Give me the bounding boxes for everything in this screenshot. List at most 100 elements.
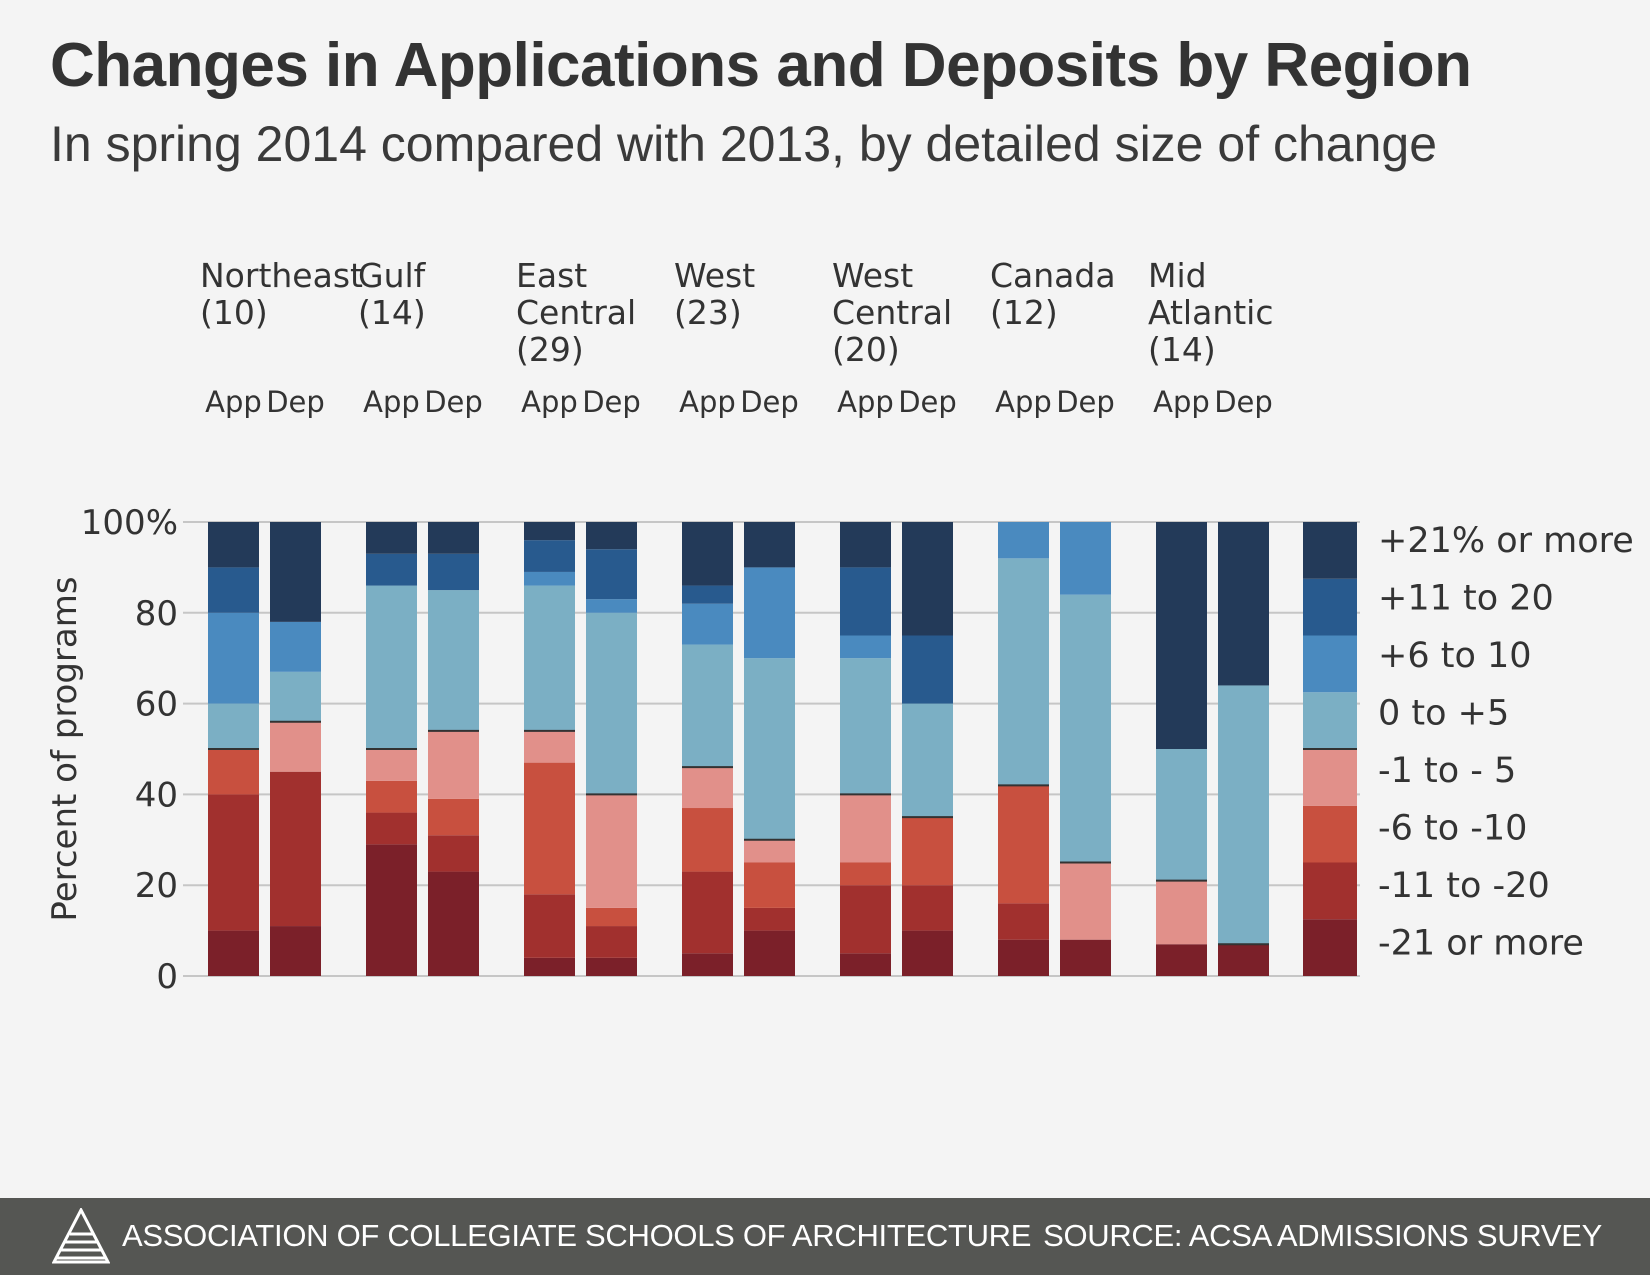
region-label: (12) <box>990 293 1058 332</box>
legend-swatch <box>1303 522 1357 579</box>
legend-swatch <box>1303 635 1357 693</box>
region-label: Gulf <box>358 256 427 295</box>
region-label: Atlantic <box>1148 293 1274 332</box>
region-label: (14) <box>1148 330 1216 369</box>
column-label: Dep <box>424 385 483 419</box>
column-label: App <box>521 385 578 419</box>
footer-source: SOURCE: ACSA ADMISSIONS SURVEY <box>1043 1218 1602 1253</box>
column-label: App <box>679 385 736 419</box>
legend-swatch <box>1303 692 1357 749</box>
bar-segment <box>840 794 891 863</box>
bar-segment <box>682 808 733 872</box>
region-label: Central <box>832 293 952 332</box>
bar-segment <box>586 957 637 976</box>
bar-segment <box>1060 939 1111 976</box>
legend-swatch <box>1303 805 1357 863</box>
bar-segment <box>744 907 795 931</box>
bar-segment <box>366 844 417 976</box>
bar-segment <box>586 794 637 908</box>
bar-segment <box>1156 944 1207 976</box>
bar-segment <box>586 599 637 613</box>
bar-segment <box>840 522 891 568</box>
bar-segment <box>902 930 953 976</box>
bar-segment <box>428 590 479 731</box>
bar-segment <box>586 522 637 550</box>
legend-label: -6 to -10 <box>1378 809 1527 849</box>
bar-segment <box>682 603 733 645</box>
bar-segment <box>366 749 417 781</box>
bar-segment <box>1060 862 1111 940</box>
bar-segment <box>744 522 795 568</box>
region-label: (23) <box>674 293 742 332</box>
y-tick-label: 0 <box>156 957 178 997</box>
bar-segment <box>208 794 259 931</box>
column-label: Dep <box>898 385 957 419</box>
bar-segment <box>902 522 953 636</box>
bar-segment <box>1218 522 1269 686</box>
bar-segment <box>208 703 259 749</box>
bar-segment <box>682 644 733 768</box>
bar-segment <box>744 862 795 908</box>
legend-label: +6 to 10 <box>1378 636 1532 676</box>
region-label: West <box>832 256 913 295</box>
legend-swatch <box>1303 578 1357 636</box>
legend-label: 0 to +5 <box>1378 694 1509 734</box>
bar-segment <box>524 894 575 958</box>
bar-segment <box>428 835 479 872</box>
bar-segment <box>682 585 733 604</box>
bar-segment <box>270 621 321 672</box>
bar-segment <box>1218 944 1269 976</box>
bar-segment <box>1060 522 1111 595</box>
page-title: Changes in Applications and Deposits by … <box>50 31 1472 100</box>
bar-segment <box>428 553 479 591</box>
bar-segment <box>208 749 259 795</box>
bar-segment <box>208 567 259 613</box>
region-label: West <box>674 256 755 295</box>
bar-segment <box>208 612 259 704</box>
y-tick-label: 60 <box>135 685 178 725</box>
bar-segment <box>366 522 417 554</box>
stacked-bar-chart: 0 20 40 60 80 100% Percent of programs Northeas… <box>45 256 1634 997</box>
bar-segment <box>428 798 479 836</box>
bar-segment <box>1218 685 1269 945</box>
column-label: Dep <box>582 385 641 419</box>
column-label: App <box>837 385 894 419</box>
bar-segment <box>208 522 259 568</box>
legend-label: -21 or more <box>1378 924 1584 964</box>
bar-segment <box>524 522 575 541</box>
bar-segment <box>840 885 891 954</box>
bar-segment <box>586 612 637 795</box>
bar-segment <box>366 780 417 813</box>
bar-segment <box>270 671 321 722</box>
bar-segment <box>366 553 417 586</box>
bar-segment <box>744 930 795 976</box>
column-label: App <box>363 385 420 419</box>
region-label: Central <box>516 293 636 332</box>
bar-segment <box>682 953 733 976</box>
bar-segment <box>270 522 321 622</box>
y-tick-label: 100% <box>81 503 178 543</box>
bar-segment <box>270 771 321 927</box>
bar-segment <box>524 585 575 731</box>
bar-segment <box>744 567 795 659</box>
bar-segment <box>998 522 1049 559</box>
legend-label: -1 to - 5 <box>1378 751 1516 791</box>
bar-segment <box>428 522 479 554</box>
column-label: App <box>1153 385 1210 419</box>
bar-segment <box>366 585 417 749</box>
bar-segment <box>270 721 321 772</box>
bar-segment <box>744 658 795 840</box>
footer-bar: ASSOCIATION OF COLLEGIATE SCHOOLS OF ARC… <box>0 1198 1650 1275</box>
bar-segment <box>998 558 1049 786</box>
acsa-triangle-logo-icon <box>52 1208 110 1264</box>
legend-swatch <box>1303 919 1357 976</box>
region-label: (29) <box>516 330 584 369</box>
bar-segment <box>586 907 637 927</box>
bar-segment <box>902 817 953 886</box>
footer-organization: ASSOCIATION OF COLLEGIATE SCHOOLS OF ARC… <box>122 1218 1032 1253</box>
region-label: Canada <box>990 256 1116 295</box>
bar-segment <box>902 885 953 931</box>
bar-segment <box>682 767 733 809</box>
bar-segment <box>428 871 479 976</box>
bar-segment <box>902 635 953 704</box>
